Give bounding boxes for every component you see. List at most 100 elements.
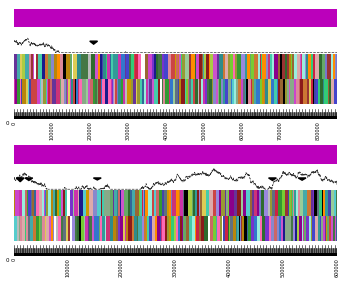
Bar xyxy=(14,215,17,241)
Bar xyxy=(191,79,193,104)
Text: 200000: 200000 xyxy=(119,258,124,277)
Bar xyxy=(245,79,246,104)
Bar xyxy=(194,79,197,104)
Bar xyxy=(44,190,45,215)
Bar xyxy=(98,54,99,79)
Bar xyxy=(270,54,272,79)
Bar xyxy=(318,79,320,104)
Bar xyxy=(68,79,70,104)
Bar xyxy=(140,190,142,215)
Bar xyxy=(179,54,181,79)
Text: 700000: 700000 xyxy=(278,121,282,140)
Bar xyxy=(329,215,331,241)
Bar xyxy=(77,54,80,79)
Bar xyxy=(50,79,52,104)
Bar xyxy=(86,79,88,104)
Bar xyxy=(225,215,228,241)
Bar xyxy=(219,54,223,79)
Bar xyxy=(121,54,125,79)
Bar xyxy=(211,215,213,241)
Bar xyxy=(154,79,158,104)
Bar xyxy=(67,190,70,215)
Bar xyxy=(28,190,31,215)
Bar xyxy=(135,54,138,79)
Bar xyxy=(203,54,204,79)
Bar xyxy=(289,190,291,215)
Bar xyxy=(302,215,303,241)
Bar xyxy=(270,190,272,215)
Bar xyxy=(331,215,333,241)
Bar xyxy=(264,79,265,104)
Bar xyxy=(303,190,305,215)
Bar xyxy=(46,215,49,241)
Bar xyxy=(33,79,36,104)
Text: 100000: 100000 xyxy=(49,121,54,140)
Bar xyxy=(239,215,240,241)
Bar xyxy=(240,215,241,241)
Bar xyxy=(48,79,50,104)
Bar xyxy=(15,190,19,215)
Bar xyxy=(81,215,84,241)
Bar xyxy=(14,116,337,119)
Bar xyxy=(165,215,167,241)
Bar xyxy=(35,215,39,241)
Bar xyxy=(30,215,33,241)
Bar xyxy=(17,215,19,241)
Bar xyxy=(133,79,136,104)
Bar xyxy=(246,79,248,104)
Bar xyxy=(336,215,337,241)
Bar xyxy=(42,54,44,79)
Text: 500000: 500000 xyxy=(281,258,286,277)
Bar xyxy=(278,190,282,215)
Bar xyxy=(250,190,252,215)
Bar xyxy=(144,215,146,241)
Bar xyxy=(121,79,123,104)
Bar xyxy=(51,215,53,241)
Bar xyxy=(45,190,46,215)
Bar xyxy=(148,54,152,79)
Bar xyxy=(138,54,141,79)
Bar xyxy=(240,190,243,215)
Bar xyxy=(289,79,290,104)
Bar xyxy=(279,215,281,241)
Bar xyxy=(262,79,264,104)
Bar xyxy=(14,253,337,256)
Bar xyxy=(32,190,34,215)
Bar xyxy=(323,79,324,104)
Bar xyxy=(94,215,97,241)
Bar xyxy=(168,54,171,79)
Bar xyxy=(272,54,275,79)
Bar xyxy=(289,54,291,79)
Bar xyxy=(128,215,132,241)
Bar xyxy=(134,54,135,79)
Bar xyxy=(335,215,336,241)
Bar xyxy=(283,215,286,241)
Bar xyxy=(299,79,300,104)
Bar xyxy=(25,54,29,79)
Bar xyxy=(61,79,64,104)
Bar xyxy=(186,215,189,241)
Bar xyxy=(63,190,65,215)
Bar xyxy=(228,79,231,104)
Bar xyxy=(67,215,71,241)
Bar xyxy=(39,215,41,241)
Text: 100000: 100000 xyxy=(65,258,70,277)
Bar xyxy=(254,215,257,241)
Bar xyxy=(99,215,100,241)
Bar xyxy=(325,215,326,241)
Bar xyxy=(115,79,117,104)
Bar xyxy=(195,54,196,79)
Bar xyxy=(76,79,78,104)
Bar xyxy=(334,79,337,104)
Bar xyxy=(64,79,66,104)
Bar xyxy=(295,190,298,215)
Bar xyxy=(185,54,189,79)
Bar xyxy=(73,54,77,79)
Bar xyxy=(33,54,34,79)
Bar xyxy=(102,79,105,104)
Bar xyxy=(84,215,85,241)
Bar xyxy=(142,190,143,215)
Bar xyxy=(34,54,36,79)
Bar xyxy=(271,79,274,104)
Bar xyxy=(189,79,191,104)
